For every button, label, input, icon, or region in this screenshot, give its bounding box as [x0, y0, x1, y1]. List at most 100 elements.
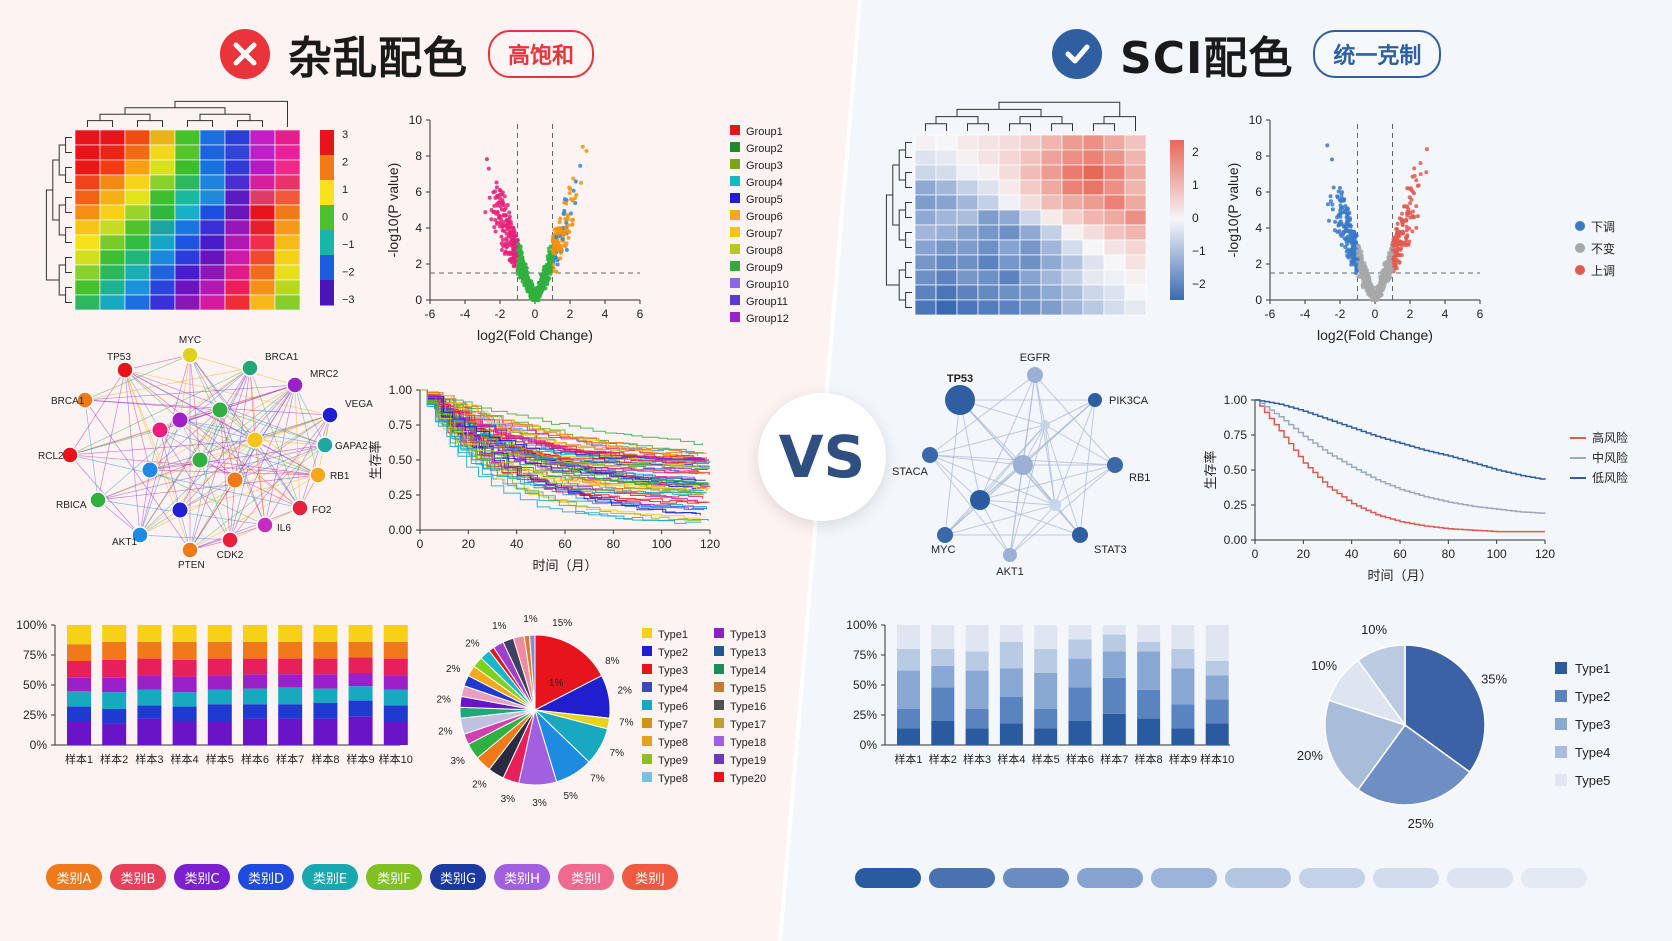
network-edge: [979, 399, 1096, 501]
volcano-point: [1335, 194, 1340, 199]
volcano-point: [1355, 253, 1360, 258]
volcano-point: [1360, 285, 1365, 290]
stacked-bar-segment: [1102, 677, 1126, 714]
heatmap-cell: [274, 159, 301, 176]
heatmap-cell: [914, 194, 937, 211]
check-icon: [1052, 29, 1102, 79]
volcano-point: [494, 180, 499, 185]
volcano-point: [548, 268, 553, 273]
y-tick-label: 1.00: [1224, 393, 1248, 407]
x-tick-label: 样本3: [135, 752, 163, 766]
heatmap-cell: [149, 234, 176, 251]
stacked-bar-segment: [1137, 651, 1161, 690]
dendrogram-branch: [892, 164, 900, 226]
heatmap-cell: [249, 144, 276, 161]
pie-label: 1%: [492, 621, 507, 632]
network-edge: [159, 429, 181, 511]
dendrogram-branch: [52, 159, 60, 221]
heatmap-cell: [1124, 164, 1147, 181]
category-pill: 类别G: [430, 864, 486, 890]
stacked-bar-segment: [172, 706, 197, 721]
dendrogram-branch: [237, 120, 263, 127]
stacked-bar-segment: [67, 625, 91, 645]
stacked-bar-segment: [278, 718, 303, 745]
heatmap-cell: [956, 194, 979, 211]
volcano-point: [1352, 244, 1357, 249]
pie-label: 1%: [523, 614, 538, 625]
heatmap-cell: [124, 234, 151, 251]
stacked-bar-segment: [67, 706, 91, 721]
volcano-point: [553, 255, 558, 260]
volcano-point: [1400, 223, 1405, 228]
legend-swatch: [642, 700, 652, 710]
dendrogram-branch: [124, 107, 226, 115]
volcano-point: [1407, 195, 1412, 200]
left-volcano-legend: Group1 Group2 Group3 Group4 Group5 Group6 Grou…: [730, 125, 789, 325]
volcano-point: [1338, 208, 1343, 213]
heatmap-cell: [956, 209, 979, 226]
pie-label: 3%: [532, 798, 547, 809]
network-node-label: CDK2: [217, 550, 244, 561]
volcano-point: [1399, 240, 1404, 245]
heatmap-cell: [199, 129, 226, 146]
volcano-point: [1381, 274, 1386, 279]
volcano-point: [501, 220, 506, 225]
heatmap-cell: [935, 209, 958, 226]
heatmap-cell: [956, 299, 979, 316]
heatmap-cell: [1082, 164, 1105, 181]
heatmap-cell: [124, 174, 151, 191]
legend-swatch: [642, 664, 652, 674]
legend-swatch: [642, 628, 652, 638]
stacked-bar-segment: [897, 728, 920, 745]
network-edge: [159, 429, 319, 476]
legend-label: Group3: [746, 160, 783, 172]
stacked-bar-segment: [348, 686, 373, 701]
color-pill: [1373, 868, 1439, 888]
heatmap-cell: [935, 239, 958, 256]
network-node: [316, 436, 334, 454]
heatmap-cell: [199, 144, 226, 161]
stacked-bar-segment: [313, 658, 338, 675]
network-edge: [929, 454, 981, 501]
heatmap-cell: [1019, 194, 1042, 211]
heatmap-cell: [274, 219, 301, 236]
dendrogram-branch: [905, 202, 912, 218]
network-node: [321, 406, 339, 424]
y-tick-label: 2: [1255, 257, 1262, 271]
dendrogram-branch: [65, 167, 72, 183]
volcano-point: [539, 277, 544, 282]
volcano-point: [1404, 238, 1409, 243]
stacked-bar-segment: [1171, 728, 1195, 745]
right-color-pills: [855, 868, 1595, 888]
legend-swatch: [1575, 265, 1585, 275]
stacked-bar-segment: [278, 641, 303, 659]
stacked-bar-segment: [1034, 728, 1058, 745]
stacked-bar-segment: [278, 625, 303, 642]
right-survival-plot: 0 20 40 60 80 100 120 0.00 0.25 0.50 0.75 1.00 时间（月）…: [1203, 393, 1555, 583]
network-edge: [944, 504, 1056, 536]
volcano-point: [483, 210, 488, 215]
legend-swatch: [642, 718, 652, 728]
dendrogram-branch: [898, 149, 906, 181]
volcano-point: [1335, 229, 1340, 234]
dendrogram-branch: [1093, 123, 1115, 131]
survival-curve: [420, 389, 706, 474]
heatmap-cell: [1082, 284, 1105, 301]
heatmap-cell: [174, 189, 201, 206]
volcano-point: [1382, 282, 1387, 287]
volcano-point: [1373, 294, 1378, 299]
colorbar: [1170, 140, 1184, 300]
heatmap-cell: [74, 264, 101, 281]
heatmap-cell: [1103, 149, 1126, 166]
legend-swatch: [714, 772, 724, 782]
heatmap-cell: [224, 174, 251, 191]
volcano-point: [1347, 211, 1352, 216]
heatmap-cell: [199, 279, 226, 296]
dendrogram-branch: [898, 269, 906, 301]
right-title: SCI配色: [1120, 33, 1294, 84]
stacked-bar-segment: [897, 649, 920, 671]
legend-label: Group9: [746, 262, 783, 274]
volcano-point: [1343, 225, 1348, 230]
volcano-point: [1412, 166, 1417, 171]
